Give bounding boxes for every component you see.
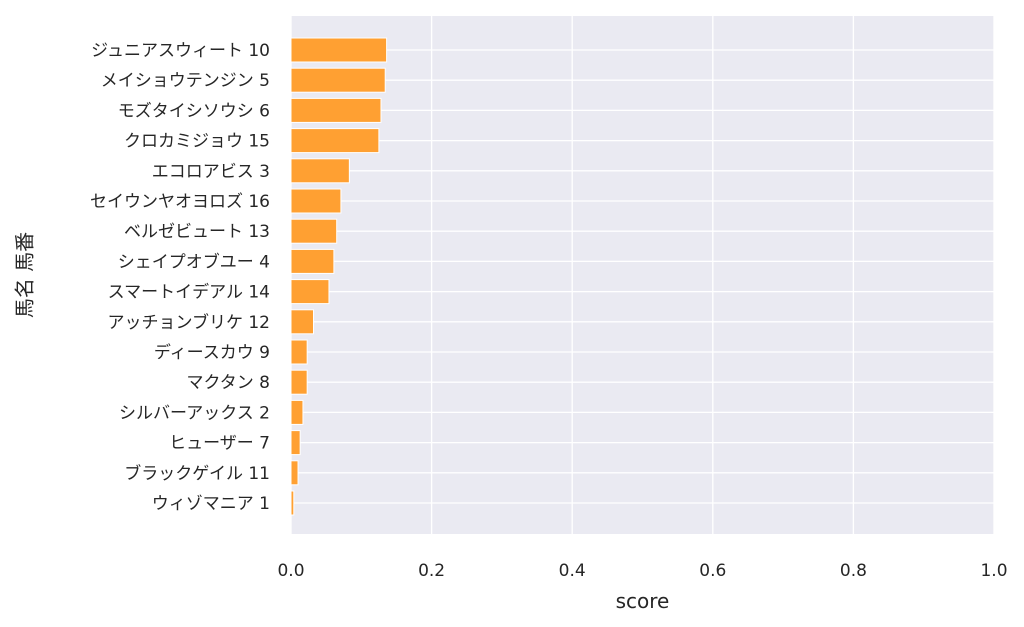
x-axis-title: score <box>616 589 670 613</box>
y-tick-label: エコロアビス 3 <box>152 162 270 182</box>
x-tick-labels: 0.0 0.2 0.4 0.6 0.8 1.0 <box>277 561 1007 581</box>
y-tick-label: ウィゾマニア 1 <box>152 494 270 514</box>
bar <box>290 369 308 395</box>
y-tick-label: ブラックゲイル 11 <box>124 463 270 484</box>
plot-background <box>291 16 994 534</box>
bar <box>290 430 301 456</box>
bar <box>290 339 308 365</box>
bar <box>290 460 299 486</box>
bar <box>290 128 380 154</box>
bar <box>290 37 388 63</box>
y-tick-label: セイウンヤオヨロズ 16 <box>90 192 270 212</box>
bars <box>290 37 388 516</box>
x-tick-label: 0.2 <box>418 561 445 581</box>
y-tick-label: シルバーアックス 2 <box>119 403 270 423</box>
bar <box>290 248 335 274</box>
grid-lines <box>290 16 995 534</box>
y-tick-label: クロカミジョウ 15 <box>124 132 270 152</box>
bar <box>290 279 330 305</box>
y-tick-label: ジュニアスウィート 10 <box>91 41 270 61</box>
bar <box>290 309 314 335</box>
x-tick-label: 0.4 <box>559 561 586 581</box>
bar <box>290 97 382 123</box>
y-tick-label: マクタン 8 <box>186 373 270 393</box>
x-tick-label: 0.0 <box>277 561 304 581</box>
y-axis-title: 馬名 馬番 <box>13 232 37 318</box>
bar <box>290 158 350 184</box>
bar <box>290 399 304 425</box>
y-tick-label: ディースカウ 9 <box>154 342 270 363</box>
x-tick-label: 0.6 <box>699 561 726 581</box>
y-tick-labels: ジュニアスウィート 10 メイショウテンジン 5 モズタイシソウシ 6 クロカミジョウ… <box>90 41 270 514</box>
bar <box>290 490 295 516</box>
x-tick-label: 1.0 <box>980 561 1007 581</box>
x-tick-label: 0.8 <box>840 561 867 581</box>
y-tick-label: アッチョンブリケ 12 <box>107 312 270 333</box>
y-tick-label: シェイプオブユー 4 <box>118 251 270 272</box>
bar <box>290 218 338 244</box>
y-tick-label: ベルゼビュート 13 <box>124 222 270 242</box>
bar <box>290 67 386 93</box>
y-tick-label: モズタイシソウシ 6 <box>118 101 270 121</box>
bar <box>290 188 342 214</box>
y-tick-label: ヒューザー 7 <box>169 434 270 454</box>
y-tick-label: スマートイデアル 14 <box>108 282 270 303</box>
y-tick-label: メイショウテンジン 5 <box>101 71 270 91</box>
